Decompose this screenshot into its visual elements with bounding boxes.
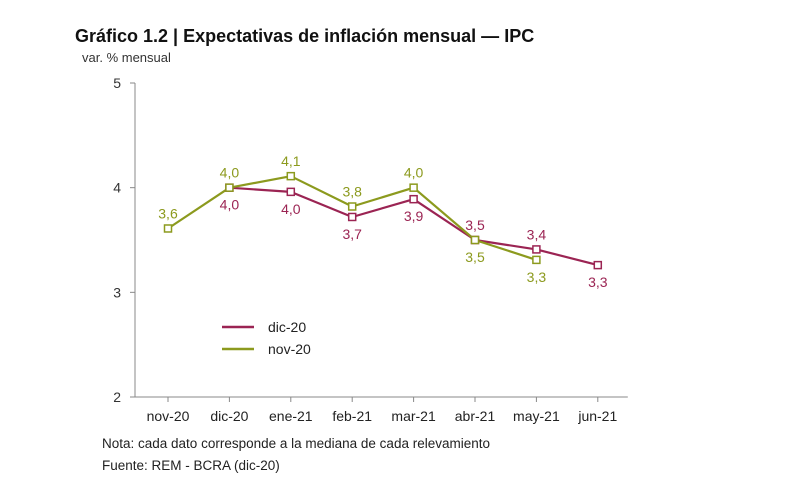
data-point <box>532 255 541 265</box>
x-tick-label: dic-20 <box>210 408 248 424</box>
markers <box>163 171 603 270</box>
data-label: 3,6 <box>158 205 178 221</box>
data-point <box>286 171 296 181</box>
y-tick-label: 3 <box>113 284 121 300</box>
data-label: 3,5 <box>465 249 485 265</box>
data-label: 3,4 <box>527 226 547 242</box>
data-label: 4,0 <box>404 165 424 181</box>
data-label: 4,0 <box>220 197 240 213</box>
data-point <box>593 260 603 270</box>
data-point <box>347 212 357 222</box>
data-label: 3,5 <box>465 217 485 233</box>
data-label: 3,3 <box>527 269 547 285</box>
chart-title: Gráfico 1.2 | Expectativas de inflación … <box>75 26 535 46</box>
data-point <box>286 187 296 197</box>
data-label: 3,7 <box>342 226 362 242</box>
legend: dic-20 nov-20 <box>222 319 311 357</box>
x-tick-label: jun-21 <box>577 408 617 424</box>
data-point <box>409 183 418 192</box>
x-tick-label: mar-21 <box>391 408 436 424</box>
data-point <box>225 183 234 192</box>
axes: 2 3 4 5 nov-20 dic-20 ene-21 feb-21 mar-21 abr-21… <box>113 75 628 424</box>
y-axis-label: var. % mensual <box>82 50 171 65</box>
x-tick-label: nov-20 <box>147 408 190 424</box>
data-label: 3,9 <box>404 208 424 224</box>
data-label: 4,1 <box>281 153 301 169</box>
data-label: 4,0 <box>281 201 301 217</box>
x-tick-label: may-21 <box>513 408 560 424</box>
data-label: 3,8 <box>342 184 362 200</box>
y-tick-label: 5 <box>113 75 121 91</box>
x-tick-label: abr-21 <box>455 408 496 424</box>
legend-label: nov-20 <box>268 341 311 357</box>
data-point <box>347 202 357 211</box>
source-text: Fuente: REM - BCRA (dic-20) <box>102 458 280 473</box>
data-point <box>409 194 418 204</box>
note-text: Nota: cada dato corresponde a la mediana… <box>102 436 490 451</box>
data-point <box>163 224 173 233</box>
y-tick-label: 2 <box>113 389 121 405</box>
data-label: 3,3 <box>588 274 608 290</box>
data-point <box>532 245 541 254</box>
data-label: 4,0 <box>220 165 240 181</box>
data-labels: 4,0 4,0 3,7 3,9 3,5 3,4 3,3 3,6 4,0 4,1 3,8 4,0 3,5 3… <box>158 153 607 290</box>
legend-label: dic-20 <box>268 319 306 335</box>
y-tick-label: 4 <box>113 180 121 196</box>
x-tick-label: ene-21 <box>269 408 313 424</box>
x-tick-label: feb-21 <box>332 408 372 424</box>
data-point <box>470 235 480 245</box>
